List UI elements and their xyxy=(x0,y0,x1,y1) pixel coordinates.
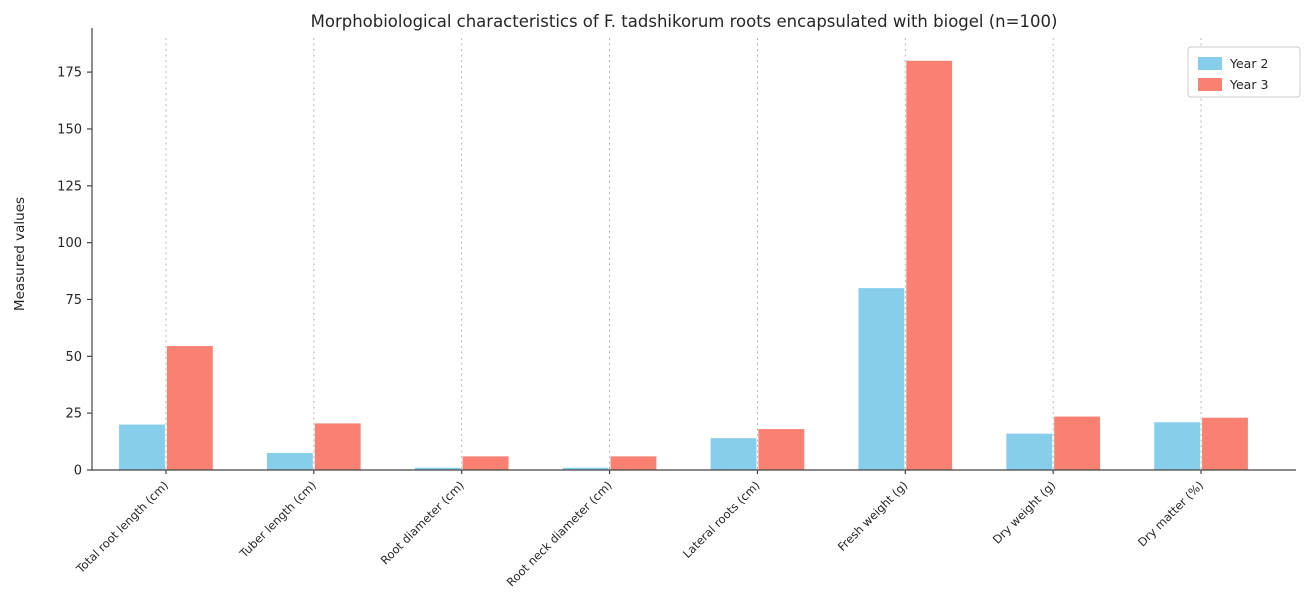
bar-year-3 xyxy=(314,423,361,470)
y-axis-label: Measured values xyxy=(12,197,28,311)
y-tick-label: 100 xyxy=(57,236,82,251)
x-tick-label: Root neck diameter (cm) xyxy=(504,478,615,589)
plot-area: 0 25 50 75 100 125 150 175 Total root length (cm… xyxy=(57,28,1301,589)
bar-year-2 xyxy=(1154,422,1201,470)
bar-year-2 xyxy=(119,424,165,470)
legend-swatch-year-3 xyxy=(1198,78,1222,91)
bar-year-3 xyxy=(1054,416,1101,470)
bar-year-3 xyxy=(462,456,509,470)
bar-year-3 xyxy=(758,429,805,470)
legend-label: Year 2 xyxy=(1229,56,1268,71)
x-tick-label: Lateral roots (cm) xyxy=(680,478,763,561)
y-tick-label: 150 xyxy=(57,122,82,137)
y-tick-label: 75 xyxy=(65,293,82,308)
y-tick-label: 125 xyxy=(57,179,82,194)
y-tick-label: 175 xyxy=(57,66,82,81)
bar-year-2 xyxy=(1006,433,1053,470)
bar-year-3 xyxy=(166,346,213,470)
bar-year-2 xyxy=(858,288,905,470)
x-tick-label: Dry weight (g) xyxy=(990,478,1058,546)
x-tick-label: Tuber length (cm) xyxy=(236,478,319,561)
bar-year-2 xyxy=(414,467,461,470)
bar-year-2 xyxy=(266,452,313,470)
y-tick-label: 25 xyxy=(65,407,82,422)
x-tick-label: Root diameter (cm) xyxy=(378,478,467,567)
x-tick-label: Dry matter (%) xyxy=(1135,478,1206,549)
chart-title: Morphobiological characteristics of F. t… xyxy=(311,12,1058,31)
legend-swatch-year-2 xyxy=(1198,57,1222,70)
bar-year-2 xyxy=(710,438,757,470)
legend-label: Year 3 xyxy=(1229,77,1268,92)
x-tick-label: Total root length (cm) xyxy=(73,478,171,576)
bar-year-3 xyxy=(906,60,953,470)
y-tick-label: 50 xyxy=(65,350,82,365)
x-tick-label: Fresh weight (g) xyxy=(835,478,911,554)
bar-year-3 xyxy=(610,456,657,470)
bar-year-3 xyxy=(1202,417,1248,470)
y-tick-label: 0 xyxy=(74,464,82,479)
bar-year-2 xyxy=(562,467,609,470)
